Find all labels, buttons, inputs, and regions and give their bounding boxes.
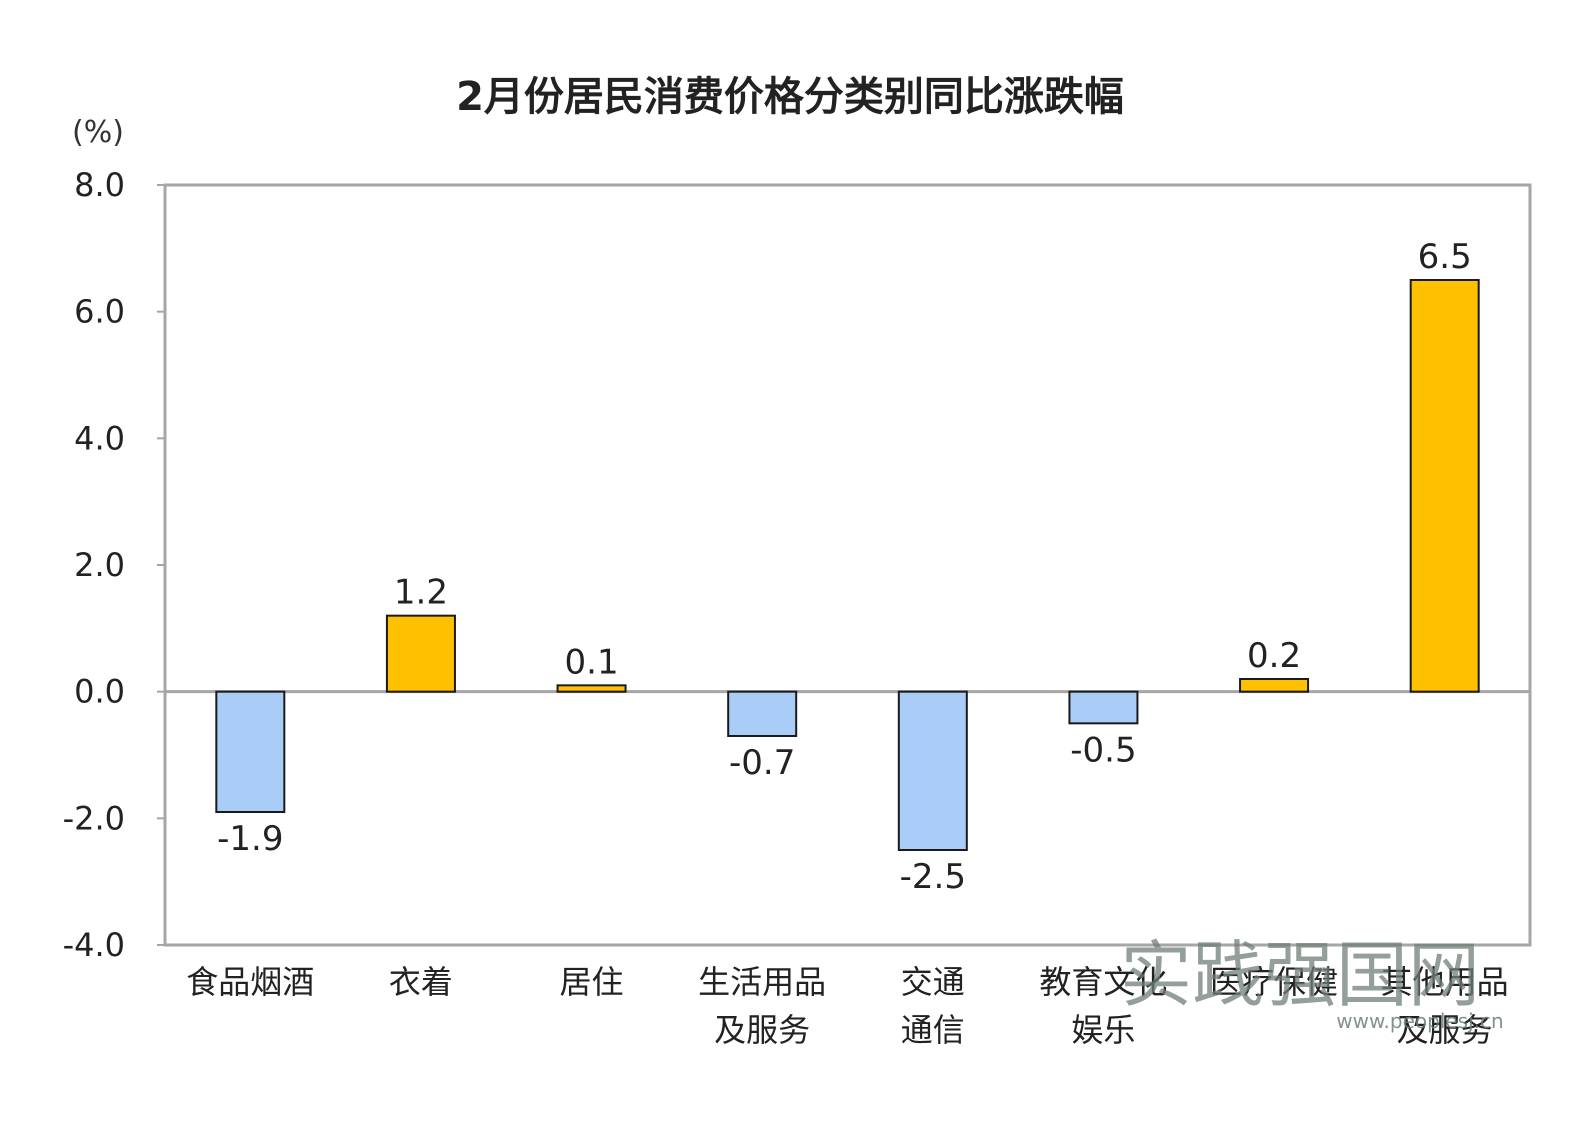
data-label: 0.1 xyxy=(565,642,619,682)
data-label: 0.2 xyxy=(1247,636,1301,676)
bar xyxy=(1239,678,1310,693)
data-label: -1.9 xyxy=(217,819,283,859)
category-label: 其他用品 xyxy=(1381,963,1509,1001)
data-label: -0.7 xyxy=(729,743,795,783)
category-label: 及服务 xyxy=(1397,1011,1493,1049)
plot-frame xyxy=(163,183,1532,947)
category-label: 通信 xyxy=(901,1011,965,1049)
bar xyxy=(897,690,968,852)
category-label: 及服务 xyxy=(714,1011,810,1049)
data-label: 1.2 xyxy=(394,573,448,613)
y-axis-unit-label: (%) xyxy=(72,115,124,150)
data-label: -0.5 xyxy=(1070,730,1136,770)
y-axis-ticks: 8.0 6.0 4.0 2.0 0.0 -2.0 -4.0 xyxy=(63,166,165,964)
y-tick-label: 8.0 xyxy=(74,166,125,204)
bar xyxy=(1068,690,1139,725)
y-tick-label: 0.0 xyxy=(74,673,125,711)
y-tick-label: -4.0 xyxy=(63,926,125,964)
category-label: 衣着 xyxy=(389,963,453,1001)
data-labels: -1.9 1.2 0.1 -0.7 -2.5 -0.5 0.2 6.5 xyxy=(217,237,1472,897)
chart-title: 2月份居民消费价格分类别同比涨跌幅 xyxy=(456,74,1124,120)
y-tick-label: 6.0 xyxy=(74,293,125,331)
watermark-url: www.peoplesj.cn xyxy=(1336,1009,1503,1033)
bar xyxy=(215,690,286,814)
bars xyxy=(215,279,1480,852)
y-tick-label: 2.0 xyxy=(74,546,125,584)
data-label: -2.5 xyxy=(900,857,966,897)
watermark-logo-text: 实践强国网 xyxy=(1120,933,1480,1017)
category-label: 教育文化 xyxy=(1039,963,1167,1001)
bar xyxy=(727,690,798,738)
data-label: 6.5 xyxy=(1418,237,1472,277)
y-tick-label: -2.0 xyxy=(63,799,125,837)
bar xyxy=(385,614,456,693)
y-tick-label: 4.0 xyxy=(74,419,125,457)
watermark: 实践强国网 www.peoplesj.cn xyxy=(1120,933,1504,1033)
bar xyxy=(1409,279,1480,693)
category-label: 居住 xyxy=(560,963,624,1001)
category-label: 娱乐 xyxy=(1071,1011,1135,1049)
bar xyxy=(556,684,627,693)
category-label: 医疗保健 xyxy=(1210,963,1338,1001)
category-label: 食品烟酒 xyxy=(186,963,314,1001)
category-label: 生活用品 xyxy=(698,963,826,1001)
category-label: 交通 xyxy=(901,963,965,1001)
